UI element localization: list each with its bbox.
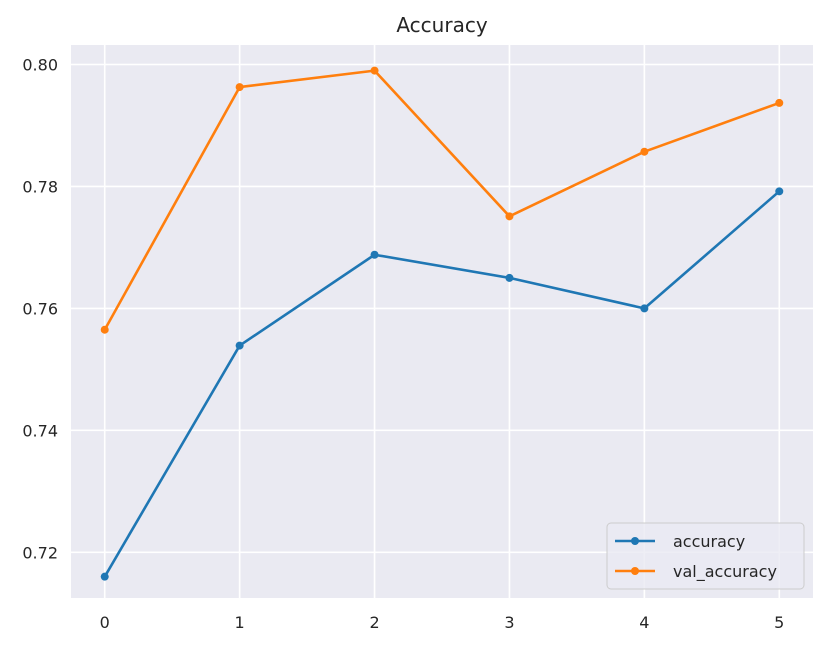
accuracy-line	[103, 190, 781, 578]
val_accuracy-point	[775, 98, 784, 107]
legend-label: accuracy	[673, 532, 745, 551]
series-lines	[100, 66, 784, 581]
val_accuracy-point	[235, 83, 244, 92]
legend-label: val_accuracy	[673, 562, 777, 582]
val_accuracy-point	[640, 147, 649, 156]
x-tick-label: 0	[100, 613, 110, 632]
val_accuracy-point	[100, 325, 109, 334]
legend-marker	[631, 537, 639, 545]
legend-marker	[631, 567, 639, 575]
legend-box	[606, 522, 805, 590]
legend-item-accuracy: accuracy	[615, 532, 745, 551]
y-tick-label: 0.72	[22, 543, 58, 562]
val_accuracy-point	[370, 66, 379, 75]
accuracy-point	[640, 304, 649, 313]
y-tick-label: 0.74	[22, 421, 58, 440]
y-tick-label: 0.76	[22, 299, 58, 318]
accuracy-point	[370, 250, 379, 259]
x-tick-label: 5	[774, 613, 784, 632]
series-val_accuracy	[100, 66, 784, 334]
series-accuracy	[100, 187, 784, 581]
x-tick-label: 3	[504, 613, 514, 632]
grid-lines	[71, 45, 813, 598]
x-tick-label: 2	[369, 613, 379, 632]
accuracy-point	[235, 341, 244, 350]
x-tick-label: 1	[235, 613, 245, 632]
plot-area	[71, 45, 813, 598]
accuracy-point	[505, 273, 514, 282]
accuracy-point	[775, 187, 784, 196]
accuracy-point	[100, 572, 109, 581]
chart-title: Accuracy	[396, 13, 487, 37]
y-tick-label: 0.78	[22, 177, 58, 196]
legend: accuracy val_accuracy	[606, 522, 805, 590]
val_accuracy-line	[103, 69, 781, 332]
y-tick-label: 0.80	[22, 56, 58, 75]
val_accuracy-point	[505, 212, 514, 221]
tick-labels: 0.72 0.74 0.76 0.78 0.80 0 1 2 3 4 5	[22, 56, 784, 632]
legend-item-val_accuracy: val_accuracy	[615, 562, 777, 582]
x-tick-label: 4	[639, 613, 649, 632]
